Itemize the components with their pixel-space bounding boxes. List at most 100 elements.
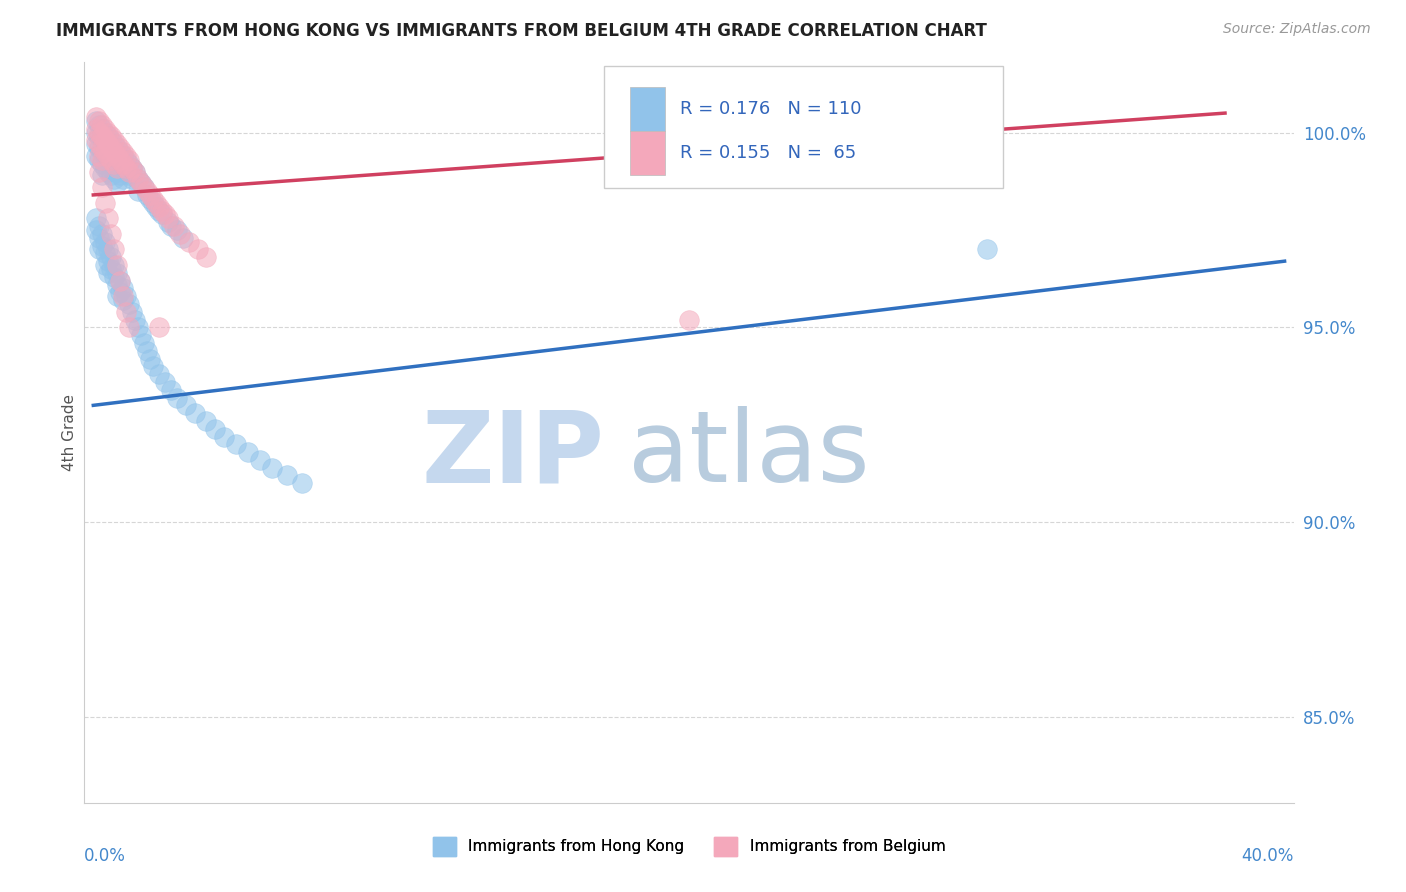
Text: atlas: atlas	[628, 407, 870, 503]
Point	[105, 153, 128, 167]
Point	[94, 133, 117, 147]
Point	[97, 129, 120, 144]
Point	[145, 200, 167, 214]
Point	[112, 157, 135, 171]
Point	[97, 149, 120, 163]
Point	[139, 188, 162, 202]
Legend: Immigrants from Hong Kong, Immigrants from Belgium: Immigrants from Hong Kong, Immigrants fr…	[426, 831, 952, 862]
Point	[132, 180, 155, 194]
Point	[159, 383, 181, 397]
Point	[89, 231, 111, 245]
Point	[89, 149, 111, 163]
Point	[103, 243, 125, 257]
Point	[276, 468, 298, 483]
Point	[121, 161, 143, 175]
Point	[91, 153, 114, 167]
Point	[105, 176, 128, 190]
Point	[195, 414, 218, 428]
Point	[129, 176, 152, 190]
Point	[156, 215, 179, 229]
Point	[97, 254, 120, 268]
Point	[127, 172, 149, 186]
Point	[186, 243, 208, 257]
Point	[108, 157, 131, 171]
Point	[103, 161, 125, 175]
Point	[89, 243, 111, 257]
Point	[97, 141, 120, 155]
Point	[135, 184, 157, 198]
Point	[108, 285, 131, 300]
Point	[94, 145, 117, 159]
Point	[97, 153, 120, 167]
Point	[91, 121, 114, 136]
Point	[166, 391, 188, 405]
Point	[124, 312, 146, 326]
Point	[84, 126, 107, 140]
Point	[100, 133, 122, 147]
Point	[148, 320, 170, 334]
Point	[97, 211, 120, 226]
Point	[84, 133, 107, 147]
Point	[142, 359, 165, 374]
Point	[118, 320, 141, 334]
Point	[91, 118, 114, 132]
Point	[678, 312, 700, 326]
Point	[142, 192, 165, 206]
Point	[238, 445, 260, 459]
Point	[118, 157, 141, 171]
Point	[153, 207, 176, 221]
Point	[105, 289, 128, 303]
Point	[112, 293, 135, 307]
Point	[124, 164, 146, 178]
Point	[94, 258, 117, 272]
Point	[118, 153, 141, 167]
Point	[108, 169, 131, 183]
Point	[89, 129, 111, 144]
Point	[100, 153, 122, 167]
Point	[97, 126, 120, 140]
Point	[214, 429, 236, 443]
Y-axis label: 4th Grade: 4th Grade	[62, 394, 77, 471]
Point	[84, 223, 107, 237]
Point	[91, 133, 114, 147]
Text: 0.0%: 0.0%	[84, 847, 127, 865]
Point	[118, 297, 141, 311]
Point	[121, 172, 143, 186]
Text: ZIP: ZIP	[422, 407, 605, 503]
Point	[100, 129, 122, 144]
FancyBboxPatch shape	[630, 131, 665, 175]
Text: 40.0%: 40.0%	[1241, 847, 1294, 865]
Point	[159, 219, 181, 233]
Point	[94, 149, 117, 163]
Point	[145, 195, 167, 210]
Point	[103, 258, 125, 272]
Point	[89, 153, 111, 167]
Point	[105, 141, 128, 155]
Point	[84, 121, 107, 136]
Point	[103, 172, 125, 186]
Point	[105, 277, 128, 292]
Text: Source: ZipAtlas.com: Source: ZipAtlas.com	[1223, 22, 1371, 37]
Point	[97, 243, 120, 257]
Point	[135, 188, 157, 202]
Point	[105, 161, 128, 175]
Point	[121, 305, 143, 319]
Text: IMMIGRANTS FROM HONG KONG VS IMMIGRANTS FROM BELGIUM 4TH GRADE CORRELATION CHART: IMMIGRANTS FROM HONG KONG VS IMMIGRANTS …	[56, 22, 987, 40]
Point	[124, 164, 146, 178]
Point	[163, 219, 186, 233]
Point	[89, 114, 111, 128]
Point	[150, 207, 173, 221]
Point	[115, 305, 138, 319]
Point	[132, 336, 155, 351]
Point	[91, 169, 114, 183]
Point	[91, 227, 114, 241]
Point	[112, 281, 135, 295]
Point	[112, 149, 135, 163]
Point	[94, 137, 117, 152]
Point	[91, 129, 114, 144]
Point	[183, 406, 205, 420]
Point	[195, 250, 218, 264]
Point	[166, 223, 188, 237]
Point	[91, 157, 114, 171]
Point	[103, 157, 125, 171]
